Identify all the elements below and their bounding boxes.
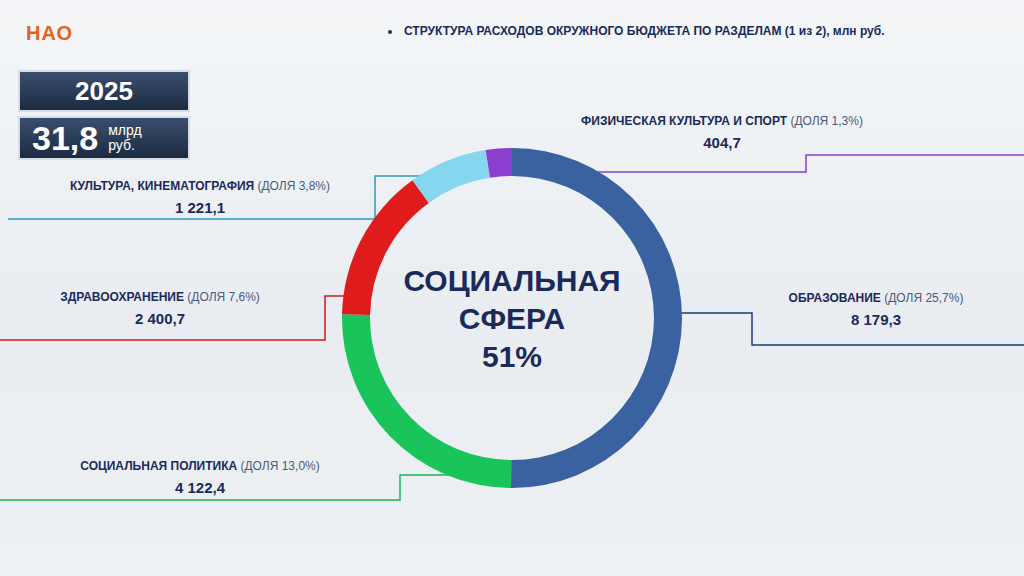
svg-text:4 122,4: 4 122,4: [175, 479, 226, 496]
svg-text:1 221,1: 1 221,1: [175, 199, 225, 216]
html-text:млрд руб.: млрд руб.: [108, 122, 142, 153]
svg-text:ФИЗИЧЕСКАЯ КУЛЬТУРА И СПОРТ: ФИЗИЧЕСКАЯ КУЛЬТУРА И СПОРТ: [581, 114, 788, 128]
svg-text:(ДОЛЯ 25,7%): (ДОЛЯ 25,7%): [884, 291, 963, 305]
svg-text:8 179,3: 8 179,3: [851, 311, 901, 328]
svg-text:КУЛЬТУРА, КИНЕМАТОГРАФИЯ: КУЛЬТУРА, КИНЕМАТОГРАФИЯ: [70, 179, 254, 193]
svg-text:(ДОЛЯ 7,6%): (ДОЛЯ 7,6%): [187, 290, 260, 304]
svg-text:СОЦИАЛЬНАЯ ПОЛИТИКА: СОЦИАЛЬНАЯ ПОЛИТИКА: [80, 459, 237, 473]
svg-text:СФЕРА: СФЕРА: [459, 302, 565, 335]
svg-text:(ДОЛЯ 1,3%): (ДОЛЯ 1,3%): [790, 114, 863, 128]
svg-text:ОБРАЗОВАНИЕ: ОБРАЗОВАНИЕ: [789, 291, 881, 305]
svg-text:СОЦИАЛЬНАЯ: СОЦИАЛЬНАЯ: [403, 264, 620, 297]
svg-text:(ДОЛЯ 3,8%): (ДОЛЯ 3,8%): [257, 179, 330, 193]
svg-text:51%: 51%: [482, 340, 542, 373]
html-text:СТРУКТУРА РАСХОДОВ ОКРУЖНОГО Б: СТРУКТУРА РАСХОДОВ ОКРУЖНОГО БЮДЖЕТА ПО …: [404, 24, 885, 38]
svg-text:(ДОЛЯ 13,0%): (ДОЛЯ 13,0%): [241, 459, 320, 473]
html-text:НАО: НАО: [26, 22, 74, 44]
html-text:2025: 2025: [75, 76, 133, 106]
svg-text:404,7: 404,7: [703, 134, 741, 151]
svg-text:2 400,7: 2 400,7: [135, 310, 185, 327]
html-text:31,8: 31,8: [32, 118, 99, 157]
svg-text:ЗДРАВООХРАНЕНИЕ: ЗДРАВООХРАНЕНИЕ: [60, 290, 184, 304]
